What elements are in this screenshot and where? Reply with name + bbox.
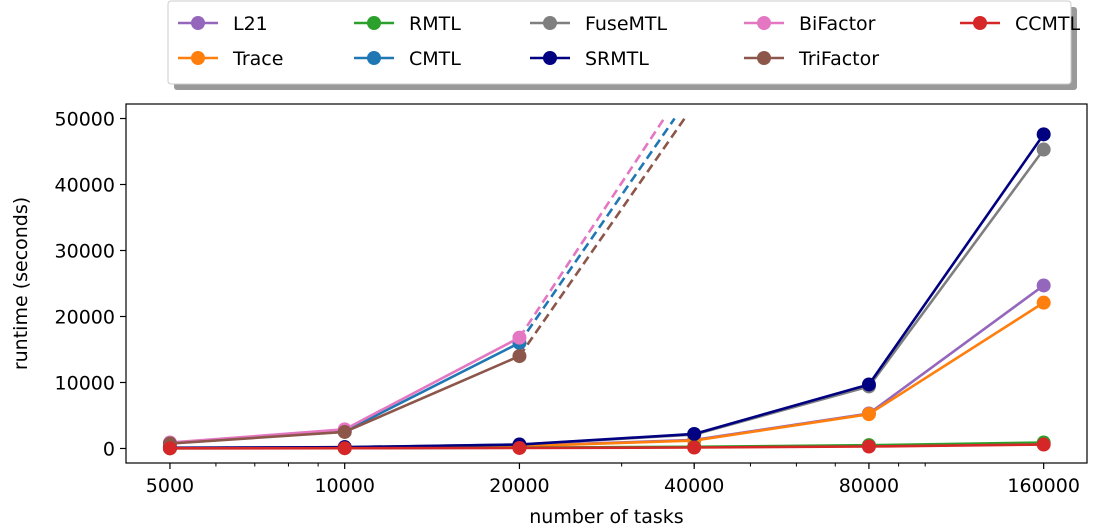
data-point	[1036, 142, 1051, 157]
x-axis-label: number of tasks	[529, 506, 683, 528]
legend-label: CCMTL	[1015, 13, 1081, 35]
x-tick-label: 40000	[664, 475, 724, 497]
data-point	[337, 424, 352, 439]
data-point	[1036, 295, 1051, 310]
series-srmtl	[162, 127, 1051, 455]
legend-item-l21: L21	[178, 13, 268, 35]
y-tick-label: 30000	[55, 241, 115, 263]
data-point	[687, 440, 702, 455]
legend-label: BiFactor	[799, 13, 876, 35]
series-extrapolation	[518, 117, 676, 344]
legend-item-srmtl: SRMTL	[530, 48, 649, 70]
series-line	[169, 148, 1045, 450]
legend-marker	[543, 51, 557, 65]
data-point	[1036, 437, 1051, 452]
y-tick-label: 10000	[55, 372, 115, 394]
legend-marker	[191, 16, 205, 30]
legend-marker	[543, 16, 557, 30]
legend-label: TriFactor	[798, 48, 879, 70]
legend: L21 Trace RMTL CMTL FuseMTL SRMTL BiFactor TriF…	[167, 0, 1081, 90]
legend-label: Trace	[232, 48, 283, 70]
legend-marker	[367, 16, 381, 30]
series-fusemtl	[162, 142, 1051, 455]
legend-item-trifactor: TriFactor	[744, 48, 879, 70]
y-tick-label: 50000	[55, 109, 115, 131]
series-trifactor	[162, 117, 686, 451]
y-axis-label: runtime (seconds)	[10, 197, 32, 370]
legend-item-fusemtl: FuseMTL	[530, 13, 668, 35]
x-tick-label: 20000	[489, 475, 549, 497]
data-point	[512, 349, 527, 364]
plot-area: 0 10000 20000 30000 40000 50000 5000 10000 20000…	[55, 103, 1088, 497]
y-tick-label: 0	[103, 438, 115, 460]
data-point	[861, 407, 876, 422]
data-point	[337, 441, 352, 456]
y-tick-label: 20000	[55, 306, 115, 328]
data-point	[1036, 127, 1051, 142]
x-tick-label: 80000	[839, 475, 899, 497]
legend-item-trace: Trace	[178, 48, 283, 70]
data-point	[861, 439, 876, 454]
x-tick-label: 10000	[314, 475, 374, 497]
series-l21	[162, 278, 1051, 455]
legend-item-cmtl: CMTL	[354, 48, 461, 70]
series-ccmtl	[162, 437, 1051, 456]
legend-item-rmtl: RMTL	[354, 13, 461, 35]
data-point	[512, 330, 527, 345]
legend-item-bifactor: BiFactor	[744, 13, 876, 35]
legend-label: FuseMTL	[585, 13, 668, 35]
legend-label: L21	[233, 13, 268, 35]
plot-frame	[125, 103, 1088, 464]
legend-marker	[367, 51, 381, 65]
series-line	[169, 133, 1045, 450]
y-tick-label: 40000	[55, 175, 115, 197]
legend-item-ccmtl: CCMTL	[960, 13, 1081, 35]
legend-marker	[757, 51, 771, 65]
legend-label: CMTL	[409, 48, 461, 70]
series-bifactor	[162, 117, 666, 450]
legend-label: SRMTL	[585, 48, 649, 70]
data-point	[1036, 278, 1051, 293]
data-point	[512, 440, 527, 455]
series-line	[169, 443, 1044, 450]
series-extrapolation	[518, 117, 666, 339]
x-tick-label: 160000	[1007, 475, 1080, 497]
data-point	[861, 377, 876, 392]
legend-label: RMTL	[409, 13, 461, 35]
legend-marker	[757, 16, 771, 30]
series-extrapolation	[518, 117, 686, 357]
legend-marker	[191, 51, 205, 65]
x-tick-label: 5000	[146, 475, 194, 497]
series-line	[169, 284, 1045, 450]
data-point	[687, 426, 702, 441]
legend-marker	[973, 16, 987, 30]
data-point	[162, 441, 177, 456]
series-line	[169, 301, 1045, 450]
